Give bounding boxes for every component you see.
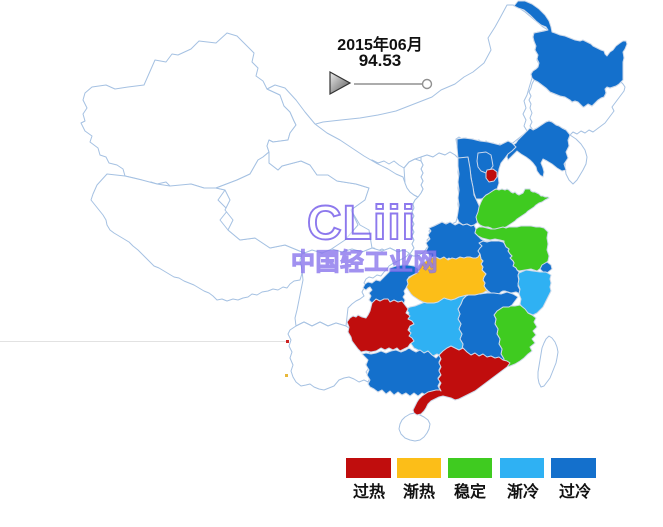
svg-text:过热: 过热	[353, 482, 385, 501]
svg-text:渐热: 渐热	[403, 482, 435, 501]
svg-text:渐冷: 渐冷	[507, 482, 539, 501]
svg-text:过冷: 过冷	[559, 482, 591, 501]
svg-text:稳定: 稳定	[454, 482, 486, 501]
